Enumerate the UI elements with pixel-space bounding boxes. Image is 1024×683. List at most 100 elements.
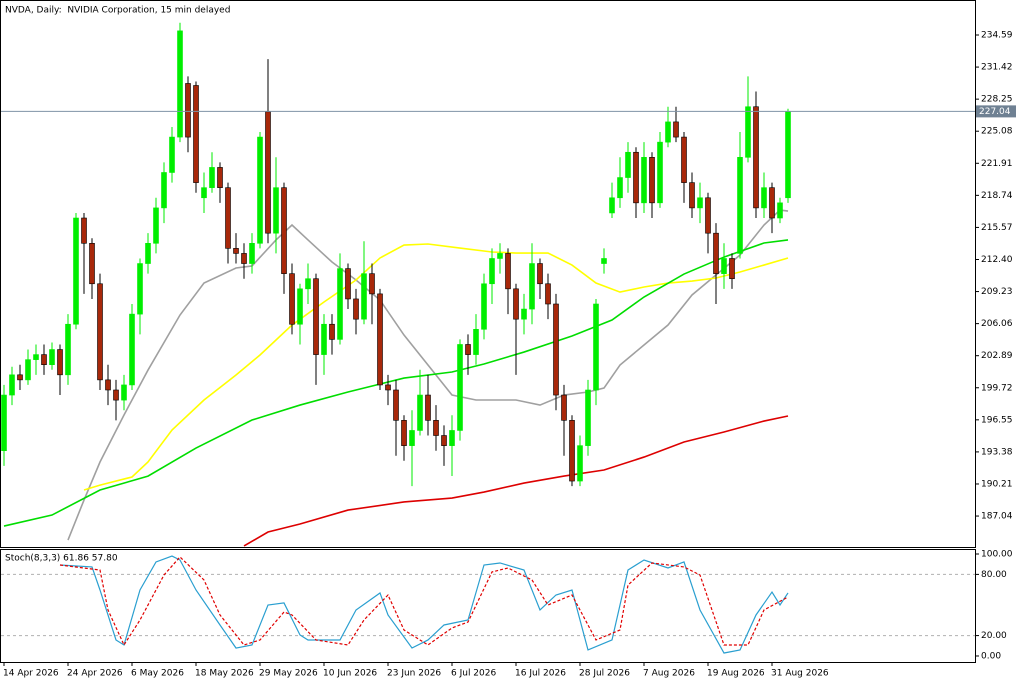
candle-body <box>441 435 447 446</box>
candle-body <box>249 243 255 264</box>
candle-body <box>329 323 335 340</box>
candle-body <box>273 187 279 234</box>
last-price-label: 227.04 <box>979 107 1011 117</box>
candle-body <box>593 303 599 391</box>
candle-body <box>425 394 431 421</box>
candle-body <box>297 288 303 325</box>
y-tick-label: 212.40 <box>981 255 1013 265</box>
y-tick-label: 231.42 <box>981 63 1013 73</box>
moving-average <box>67 209 789 541</box>
candle-body <box>305 278 311 290</box>
candle-body <box>105 379 111 391</box>
candle-body <box>289 273 295 325</box>
candle-body <box>585 389 591 446</box>
y-tick-label: 190.21 <box>981 479 1013 489</box>
candle-body <box>129 313 135 386</box>
candle-body <box>689 182 695 209</box>
candle-body <box>529 263 535 310</box>
candle-body <box>41 354 47 366</box>
candle-body <box>545 283 551 305</box>
candle-body <box>81 217 87 244</box>
candle-body <box>241 253 247 264</box>
candle-body <box>217 167 223 188</box>
last-price-box <box>976 105 1016 118</box>
y-tick-label: 209.23 <box>981 287 1013 297</box>
candle-body <box>353 298 359 320</box>
candle-body <box>97 283 103 381</box>
y-tick-label: 202.89 <box>981 351 1013 361</box>
candle-body <box>369 273 375 295</box>
candle-body <box>777 202 783 219</box>
candle-body <box>201 187 207 199</box>
x-tick-label: 10 Jun 2026 <box>323 669 377 679</box>
y-tick-label: 196.55 <box>981 415 1013 425</box>
candle-body <box>73 217 79 325</box>
moving-average <box>83 243 789 491</box>
candle-body <box>633 151 639 204</box>
candle-body <box>113 389 119 401</box>
x-tick-label: 24 Apr 2026 <box>67 669 123 679</box>
candle-body <box>161 172 167 209</box>
candle-body <box>9 374 15 396</box>
candle-body <box>17 374 23 381</box>
candle-body <box>761 187 767 209</box>
candle-body <box>497 253 503 259</box>
y-tick-label: 206.06 <box>981 319 1013 329</box>
candle-body <box>25 359 31 381</box>
candle-body <box>577 445 583 482</box>
x-tick-label: 6 Jul 2026 <box>451 669 496 679</box>
y-tick-label: 20.00 <box>981 631 1007 641</box>
candle-body <box>121 384 127 401</box>
candle-body <box>665 121 671 143</box>
candle-body <box>641 157 647 204</box>
x-tick-label: 23 Jun 2026 <box>387 669 441 679</box>
candle-body <box>745 106 751 158</box>
plot: 234.59 231.42 228.25 225.08 221.91 218.74 215.… <box>1 22 1016 679</box>
candle-body <box>417 394 423 431</box>
x-tick-label: 18 May 2026 <box>195 669 254 679</box>
candle-body <box>145 243 151 264</box>
candle-body <box>137 263 143 315</box>
x-tick-label: 6 May 2026 <box>131 669 184 679</box>
candle-body <box>393 389 399 421</box>
candle-body <box>385 384 391 391</box>
candle-body <box>313 278 319 355</box>
stoch-line <box>59 555 789 654</box>
candle-body <box>673 121 679 138</box>
candle-body <box>209 167 215 188</box>
candle-body <box>697 197 703 209</box>
candle-body <box>721 258 727 274</box>
candle-body <box>537 263 543 285</box>
candle-body <box>1 394 7 451</box>
candle-body <box>49 349 55 366</box>
x-tick-label: 29 May 2026 <box>259 669 318 679</box>
y-tick-label: 100.00 <box>981 549 1013 559</box>
candle-body <box>513 288 519 320</box>
y-tick-label: 225.08 <box>981 127 1013 137</box>
candle-body <box>225 187 231 249</box>
moving-average <box>243 415 789 547</box>
indicator-title: Stoch(8,3,3) 61.86 57.80 <box>5 554 118 564</box>
candle-body <box>601 258 607 264</box>
candle-body <box>617 177 623 199</box>
candle-body <box>449 430 455 446</box>
candle-body <box>729 258 735 280</box>
candle-body <box>377 293 383 386</box>
candle-body <box>65 323 71 376</box>
candle-body <box>657 141 663 204</box>
candle-body <box>625 151 631 178</box>
y-tick-label: 234.59 <box>981 31 1013 41</box>
candle-body <box>57 349 63 376</box>
candle-body <box>649 157 655 204</box>
stoch-panel <box>0 549 976 663</box>
candle-body <box>505 253 511 290</box>
candle-body <box>433 420 439 436</box>
candle-body <box>193 85 199 183</box>
candle-body <box>257 136 263 244</box>
y-tick-label: 187.04 <box>981 512 1013 522</box>
chart-title: NVDA, Daily: NVIDIA Corporation, 15 min … <box>5 6 230 16</box>
candle-body <box>361 273 367 320</box>
candle-body <box>337 268 343 340</box>
candle-body <box>465 344 471 355</box>
y-tick-label: 0.00 <box>981 651 1001 661</box>
